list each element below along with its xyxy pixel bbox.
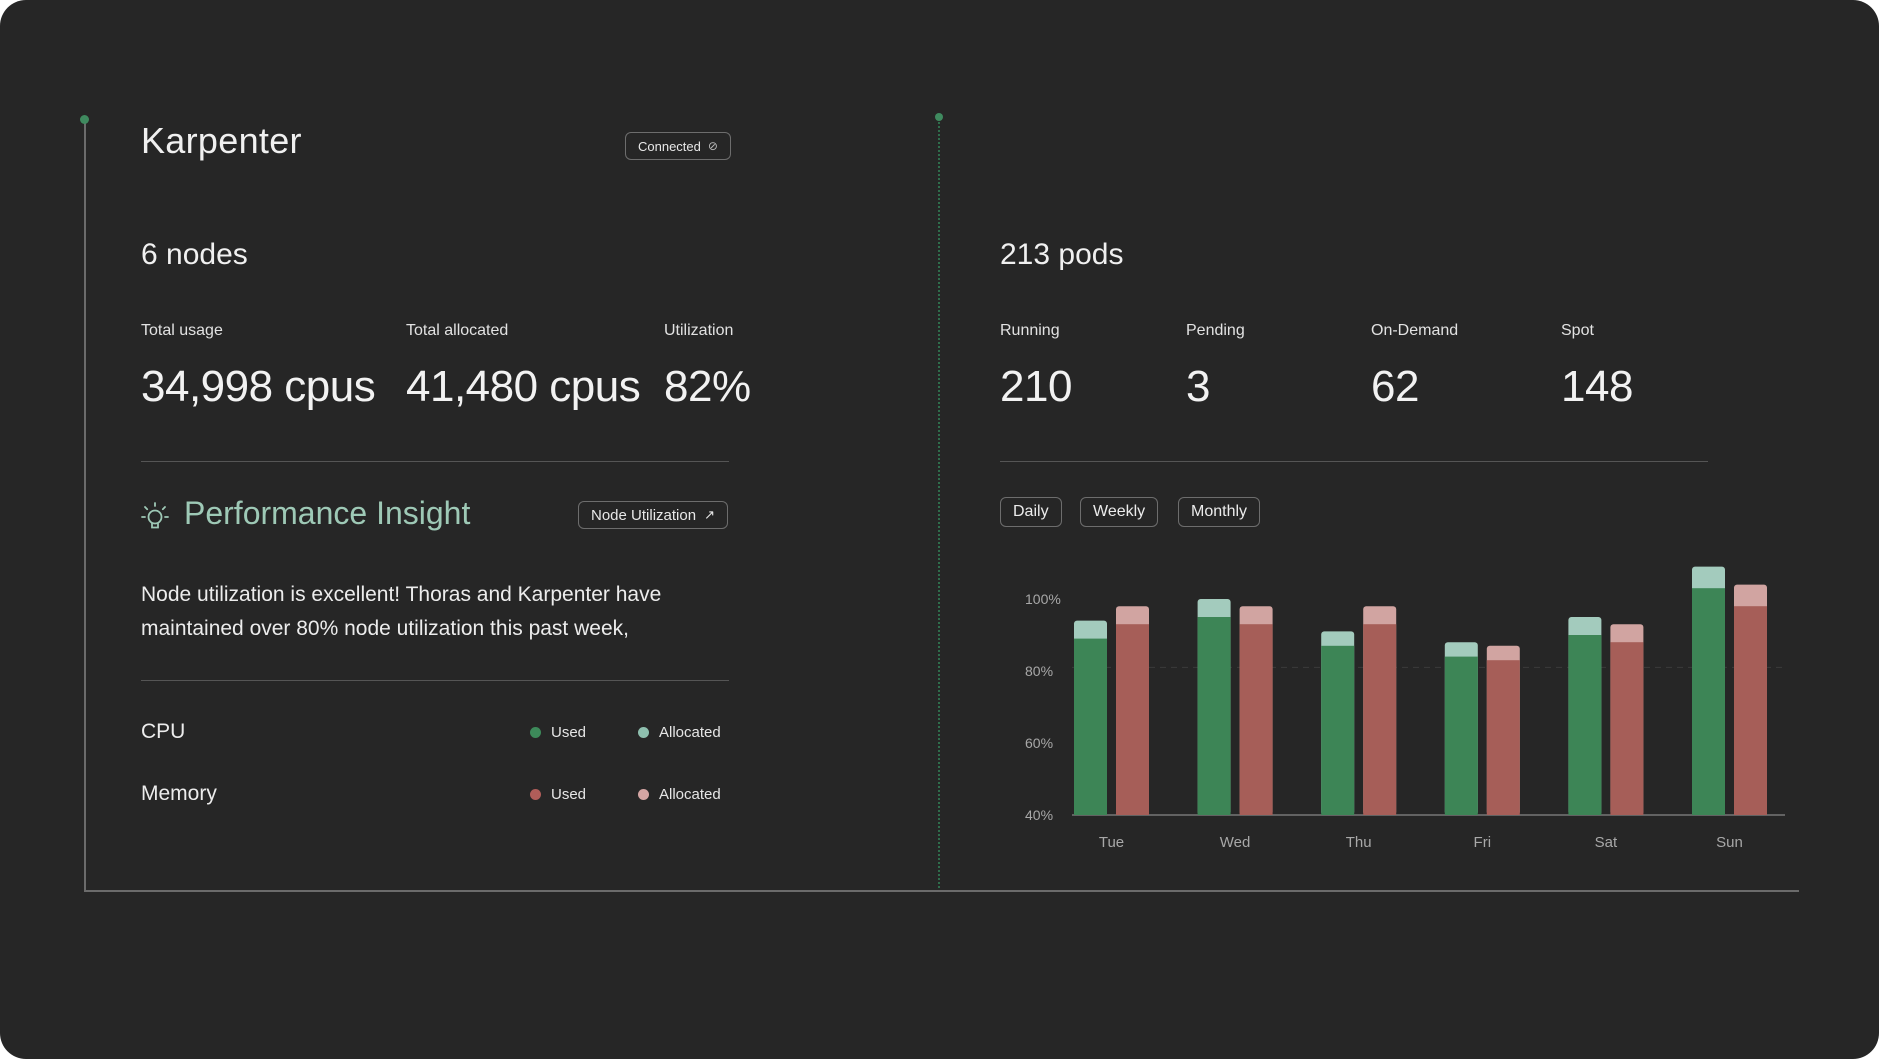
insight-title: Performance Insight [184,495,471,531]
bar-cpu-used [1074,638,1107,815]
y-tick-label: 40% [1025,807,1053,823]
divider [1000,461,1708,462]
legend-memory-used: Used [530,786,586,803]
stat-value-spot: 148 [1561,362,1633,411]
page-title: Karpenter [141,120,302,161]
stat-label-total-allocated: Total allocated [406,322,509,339]
x-tick-label: Wed [1220,834,1251,851]
stat-value-utilization: 82% [664,362,751,411]
frame-left-border [84,120,86,892]
legend-label: Used [551,786,587,803]
bar-cpu-used [1444,656,1478,815]
bar-memory-used [1239,624,1273,815]
x-tick-label: Sun [1716,834,1743,851]
divider [141,680,729,681]
y-tick-label: 80% [1025,663,1053,679]
panel-divider [938,118,940,888]
stat-label-total-usage: Total usage [141,322,223,339]
bar-cpu-used [1197,617,1231,815]
y-tick-label: 100% [1025,591,1061,607]
stat-label-utilization: Utilization [664,322,734,339]
stat-label-on-demand: On-Demand [1371,322,1459,339]
corner-dot [80,115,89,124]
legend-label: Allocated [659,786,721,803]
utilization-chart: 100% 80% 60% 40% Tue Wed Thu Fri Sat Sun [1025,566,1785,851]
stat-value-on-demand: 62 [1371,362,1419,411]
legend-memory-allocated: Allocated [638,786,721,803]
check-circle-icon: ⊘ [707,139,718,153]
legend-label: Used [551,724,587,741]
bar-memory-used [1116,624,1149,815]
resource-label-memory: Memory [141,782,217,805]
insight-text: Node utilization is excellent! Thoras an… [141,583,662,640]
x-tick-label: Thu [1346,834,1372,851]
frame-bottom-border [84,890,1799,892]
period-weekly-button[interactable]: Weekly [1080,497,1159,527]
stat-value-total-usage: 34,998 cpus [141,362,376,411]
legend-label: Allocated [659,724,721,741]
node-utilization-link-label: Node Utilization [591,506,697,524]
pods-heading: 213 pods [1000,238,1124,271]
lightbulb-icon [141,502,169,529]
stat-label-running: Running [1000,322,1060,339]
bar-memory-used [1610,642,1644,815]
x-tick-label: Sat [1595,834,1618,851]
legend-dot-icon [638,727,649,738]
legend-dot-icon [530,789,541,800]
legend-cpu-used: Used [530,724,586,741]
legend-cpu-allocated: Allocated [638,724,721,741]
stat-label-pending: Pending [1186,322,1245,339]
stat-value-total-allocated: 41,480 cpus [406,362,641,411]
bar-cpu-used [1568,635,1602,815]
period-monthly-button[interactable]: Monthly [1178,497,1261,527]
divider-dot [935,113,943,121]
x-tick-label: Tue [1099,834,1124,851]
legend-dot-icon [638,789,649,800]
nodes-heading: 6 nodes [141,238,248,271]
stat-value-pending: 3 [1186,362,1210,411]
resource-label-cpu: CPU [141,720,186,743]
bar-memory-used [1734,606,1767,815]
status-badge[interactable]: Connected ⊘ [625,132,731,160]
legend-dot-icon [530,727,541,738]
stat-value-running: 210 [1000,362,1072,411]
status-badge-label: Connected [638,138,701,154]
stat-label-spot: Spot [1561,322,1594,339]
node-utilization-link[interactable]: Node Utilization ↗ [578,501,728,529]
arrow-up-right-icon: ↗ [704,507,715,522]
bar-memory-used [1486,660,1520,815]
period-daily-button[interactable]: Daily [1000,497,1062,527]
x-tick-label: Fri [1474,834,1492,851]
divider [141,461,729,462]
y-tick-label: 60% [1025,735,1053,751]
bar-cpu-used [1321,645,1355,815]
bar-cpu-used [1692,588,1725,815]
bar-memory-used [1363,624,1397,815]
